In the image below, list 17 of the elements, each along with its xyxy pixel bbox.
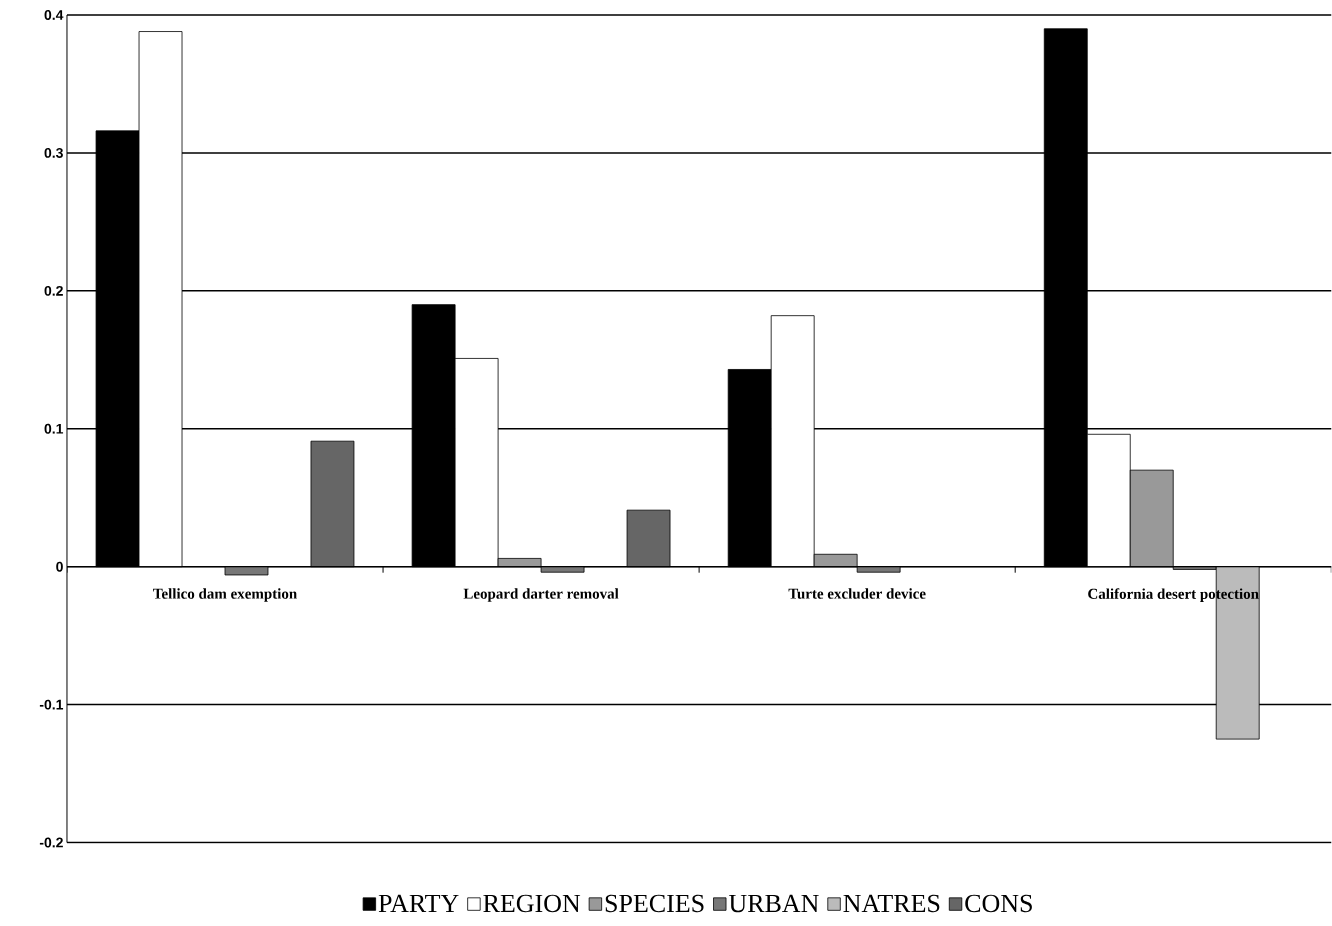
y-tick-label: 0 [56,561,63,572]
y-tick-label: 0.3 [44,148,63,159]
x-tick-label: Turte excluder device [788,588,926,600]
x-tick-label: Leopard darter removal [463,588,619,603]
y-tick-label: 0.1 [44,424,64,434]
x-tick-label: California desert potection [1088,588,1259,603]
y-tick-label: 0.4 [44,10,64,21]
legend-label: SPECIES [605,894,704,913]
x-tick-label: Tellico dam exemption [153,588,297,603]
y-tick-label: -0.2 [39,837,63,848]
legend-label: PARTY [378,894,459,913]
legend-label: CONS [965,894,1032,913]
y-tick-label: 0.2 [44,286,63,297]
legend-label: REGION [483,894,581,913]
legend-label: NATRES [843,894,940,913]
legend-label: URBAN [728,894,819,913]
y-tick-label: -0.1 [39,699,64,710]
